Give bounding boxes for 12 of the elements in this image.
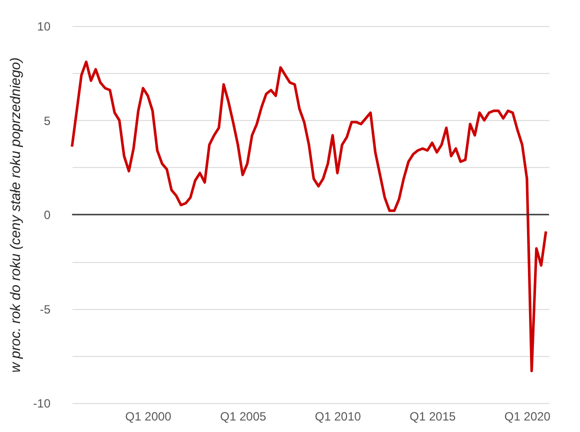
line-series [70,60,548,372]
y-tick-label: 5 [44,114,51,128]
y-tick-label: 0 [44,208,51,222]
y-tick-label: -5 [40,302,51,316]
y-tick-label: -10 [33,396,51,410]
x-tick-label: Q1 2005 [220,410,266,424]
y-axis-title: w proc. rok do roku (ceny stałe roku poprzedniego) [7,57,24,373]
y-tick-label: 10 [37,20,51,34]
x-tick-label: Q1 2020 [504,410,551,424]
x-tick-label: Q1 2010 [314,410,362,424]
x-tick-label: Q1 2000 [125,410,172,424]
x-tick-label: Q1 2015 [410,410,456,424]
